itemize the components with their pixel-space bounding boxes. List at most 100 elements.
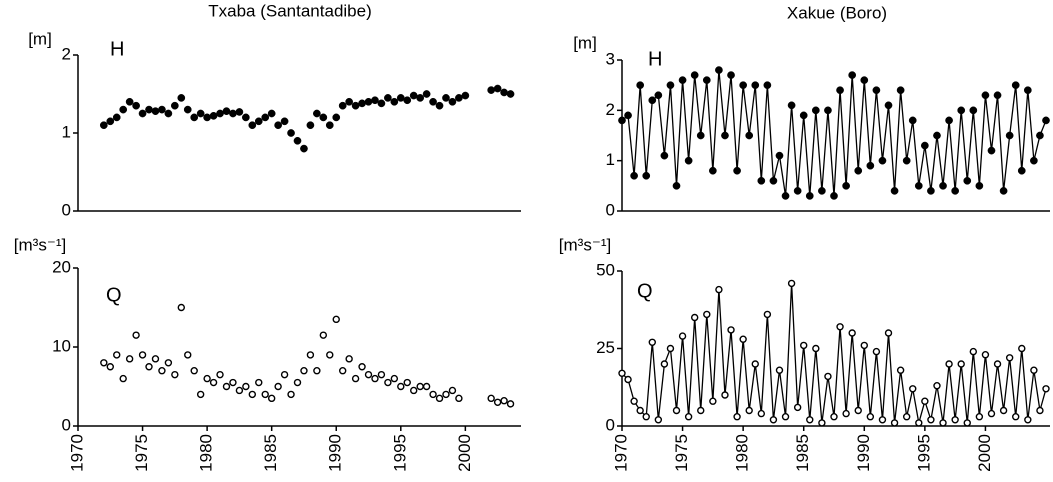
data-point [872, 86, 881, 95]
data-point [442, 390, 450, 399]
data-point [890, 187, 899, 195]
data-point [933, 382, 941, 390]
data-point [684, 156, 693, 165]
data-point [836, 323, 844, 331]
y-unit: [m] [28, 29, 52, 48]
data-point [500, 397, 508, 405]
data-point [745, 131, 754, 140]
data-point [848, 71, 857, 79]
data-point [209, 111, 218, 120]
data-point [493, 84, 502, 93]
data-point [1024, 416, 1032, 424]
data-point [203, 113, 211, 122]
data-point [927, 416, 935, 424]
data-point [461, 91, 470, 100]
x-tick-label: 2000 [975, 434, 994, 472]
data-point [751, 81, 760, 90]
data-point [812, 344, 820, 353]
data-point [158, 367, 166, 375]
data-point [672, 406, 681, 415]
data-point [364, 370, 373, 379]
data-point [830, 192, 838, 200]
data-point [678, 76, 687, 84]
data-point [248, 121, 257, 130]
data-point [235, 108, 244, 116]
data-point [939, 419, 947, 427]
y-tick-label: 0 [62, 200, 71, 219]
data-point [921, 397, 929, 405]
data-point [358, 363, 366, 371]
data-point [190, 113, 199, 122]
panel-label: Q [106, 284, 122, 306]
data-point [884, 101, 893, 110]
data-point [697, 406, 705, 415]
data-point [715, 285, 723, 294]
data-point [806, 416, 814, 424]
data-point [1011, 81, 1020, 90]
data-point [151, 355, 160, 363]
data-point [106, 363, 114, 371]
data-point [261, 390, 269, 399]
data-point [138, 109, 147, 118]
data-point [300, 144, 308, 153]
data-point [993, 360, 1002, 368]
data-point [945, 116, 953, 125]
data-point [106, 117, 115, 126]
data-point [132, 331, 140, 339]
data-point [325, 121, 334, 130]
x-tick-label: 1985 [793, 434, 812, 472]
data-point [403, 96, 412, 105]
data-point [793, 187, 802, 195]
data-point [805, 192, 814, 200]
data-point [229, 109, 237, 118]
data-point [190, 367, 198, 375]
panel-title: Txaba (Santantadibe) [208, 1, 372, 20]
y-tick-label: 10 [52, 336, 71, 355]
panel-label: Q [637, 280, 653, 302]
data-point [866, 413, 875, 421]
data-point [775, 366, 784, 374]
data-point [933, 131, 941, 140]
data-point [642, 171, 651, 180]
data-point [332, 315, 340, 324]
data-point [267, 394, 276, 403]
x-tick-label: 1970 [67, 434, 86, 472]
data-point [957, 106, 966, 115]
data-point [939, 181, 947, 190]
data-point [113, 351, 121, 359]
data-point [1042, 385, 1050, 393]
data-point [248, 390, 257, 399]
data-point [727, 326, 735, 334]
y-tick-label: 0 [606, 415, 615, 434]
data-point [902, 156, 911, 165]
data-point [636, 406, 644, 415]
y-unit: [m³s⁻¹] [14, 235, 66, 254]
data-point [993, 91, 1002, 100]
data-point [751, 360, 759, 368]
data-point [963, 176, 972, 185]
data-point [119, 374, 127, 383]
data-point [112, 113, 121, 122]
x-tick-label: 1975 [672, 434, 691, 472]
data-point [957, 360, 965, 368]
data-point [890, 419, 899, 427]
data-point [358, 99, 366, 108]
data-point [345, 355, 353, 363]
y-unit: [m] [573, 33, 597, 52]
data-point [969, 347, 978, 356]
data-point [216, 370, 224, 379]
data-point [455, 94, 463, 102]
data-point [618, 369, 626, 377]
data-point [171, 370, 179, 379]
data-point [739, 81, 747, 90]
data-point [280, 370, 289, 379]
data-point [280, 117, 289, 126]
data-point [818, 419, 826, 427]
data-point [781, 413, 790, 421]
data-point [769, 416, 778, 424]
x-tick-label: 1990 [326, 434, 345, 472]
data-point [836, 86, 844, 95]
data-point [435, 101, 444, 110]
data-point [781, 192, 790, 200]
data-point [666, 344, 675, 353]
